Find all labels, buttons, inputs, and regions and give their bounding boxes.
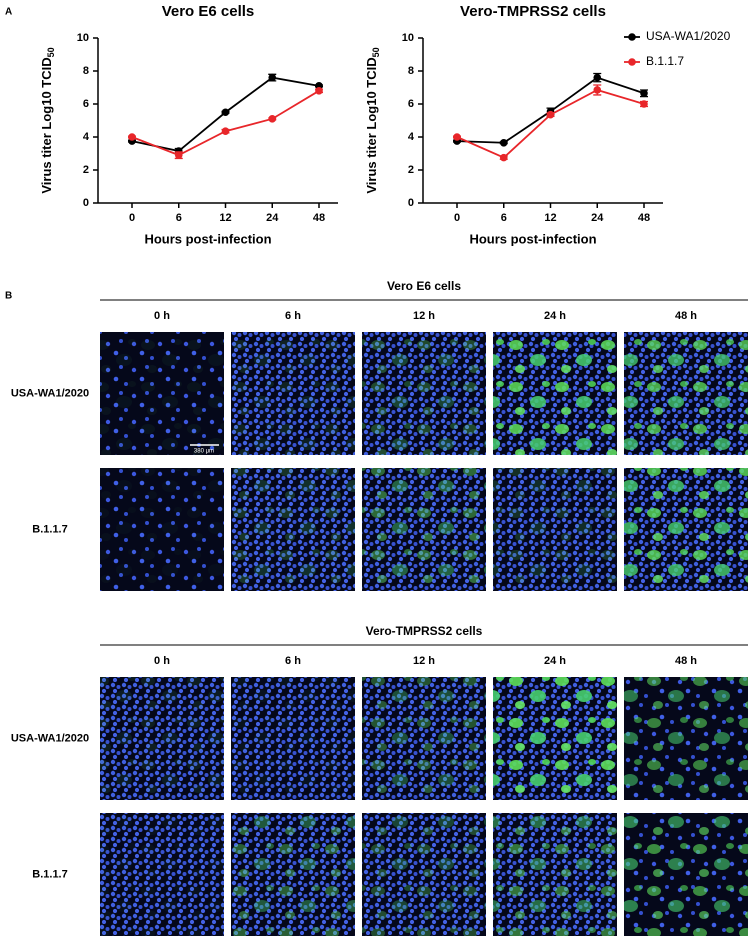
micrograph-infection [231,677,355,800]
y-tick-label: 0 [83,197,89,209]
data-point [268,73,277,82]
panel-label: B [5,291,12,302]
data-point [499,153,508,162]
x-axis-label: Hours post-infection [144,231,271,246]
x-tick-label: 48 [313,212,325,224]
panel-label: A [5,7,12,18]
data-point [268,115,277,123]
y-tick-label: 6 [408,98,414,110]
micrograph-nuclei [100,468,224,591]
x-tick-label: 0 [454,212,460,224]
row-label: B.1.1.7 [32,868,67,880]
micrograph-infection [624,332,748,455]
micrograph-infection [493,813,617,936]
x-tick-label: 12 [219,212,231,224]
x-tick-label: 24 [591,212,604,224]
column-label: 6 h [285,310,301,322]
micrograph-infection [624,468,748,591]
data-point [453,133,461,141]
data-point [221,127,230,136]
series-line [131,90,320,157]
data-point [315,87,323,95]
x-tick-label: 6 [501,212,507,224]
data-point [174,151,183,159]
micrograph-infection [100,332,224,455]
row-label: B.1.1.7 [32,523,67,535]
micrograph-infection [362,677,486,800]
y-tick-label: 0 [408,197,414,209]
y-tick-label: 10 [402,32,414,44]
panel-title: Vero-TMPRSS2 cells [366,624,483,638]
data-point [593,86,602,94]
column-label: 0 h [154,655,170,667]
y-tick-label: 2 [83,164,89,176]
y-tick-label: 4 [83,131,90,143]
micrograph-infection [100,677,224,800]
column-label: 12 h [413,310,435,322]
row-label: USA-WA1/2020 [11,387,89,399]
x-tick-label: 48 [638,212,650,224]
micrograph-infection [624,813,748,936]
micrograph-infection [231,468,355,591]
row-label: USA-WA1/2020 [11,732,89,744]
y-tick-label: 8 [408,65,414,77]
y-tick-label: 10 [77,32,89,44]
chart-title: Vero-TMPRSS2 cells [460,3,606,20]
scale-bar-label: 380 μm [194,449,214,455]
micrograph-infection [362,813,486,936]
micrograph-infection [362,468,486,591]
data-point [640,100,648,108]
chart-title: Vero E6 cells [162,3,255,20]
micrograph-infection [493,332,617,455]
y-axis-label-text: Virus titer Log10 TCID [39,57,54,193]
x-tick-label: 6 [176,212,182,224]
y-tick-label: 4 [408,131,415,143]
micrograph-infection [231,813,355,936]
legend-marker [628,33,636,41]
x-tick-label: 0 [129,212,135,224]
column-label: 0 h [154,310,170,322]
column-label: 12 h [413,655,435,667]
micrograph-infection [231,332,355,455]
y-axis-label: Virus titer Log10 TCID50 [39,47,56,193]
column-label: 24 h [544,310,566,322]
y-tick-label: 6 [83,98,89,110]
data-point [128,133,136,141]
legend-label: USA-WA1/2020 [646,29,731,43]
micrograph-infection [100,813,224,936]
data-point [221,108,230,117]
y-tick-label: 2 [408,164,414,176]
data-point [546,110,555,119]
micrograph-infection [362,332,486,455]
micrograph-infection [493,468,617,591]
column-label: 48 h [675,655,697,667]
data-point [593,73,602,82]
y-axis-label-text: Virus titer Log10 TCID [364,57,379,193]
column-label: 6 h [285,655,301,667]
y-axis-label-subscript: 50 [46,47,56,57]
legend-label: B.1.1.7 [646,54,684,68]
micrograph-infection [624,677,748,800]
y-axis-label-subscript: 50 [371,47,381,57]
x-tick-label: 24 [266,212,279,224]
x-tick-label: 12 [544,212,556,224]
x-axis-label: Hours post-infection [469,231,596,246]
panel-title: Vero E6 cells [387,279,461,293]
column-label: 48 h [675,310,697,322]
column-label: 24 h [544,655,566,667]
legend-marker [628,58,636,66]
micrograph-infection [493,677,617,800]
data-point [499,138,508,147]
data-point [640,89,648,98]
micrograph-infection [100,468,224,591]
y-tick-label: 8 [83,65,89,77]
series-line [456,89,645,159]
y-axis-label: Virus titer Log10 TCID50 [364,47,381,193]
